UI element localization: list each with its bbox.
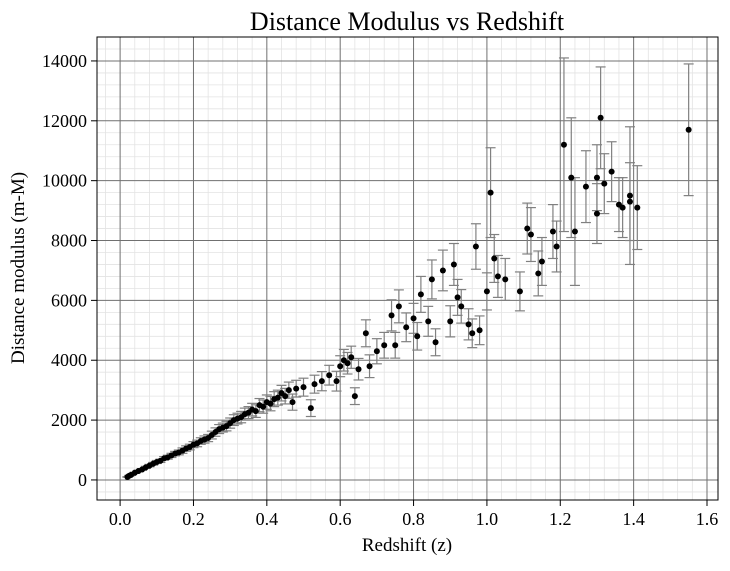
x-tick-label: 0.8 xyxy=(402,509,425,529)
y-tick-label: 14000 xyxy=(42,51,87,71)
point xyxy=(318,378,325,385)
point xyxy=(395,303,402,310)
point xyxy=(307,405,314,412)
point xyxy=(582,183,589,190)
point xyxy=(538,258,545,265)
point xyxy=(392,342,399,349)
x-tick-label: 0.2 xyxy=(182,509,205,529)
point xyxy=(285,387,292,394)
point xyxy=(351,393,358,400)
y-tick-label: 0 xyxy=(78,470,87,490)
point xyxy=(476,327,483,334)
point xyxy=(553,243,560,250)
point xyxy=(516,288,523,295)
plot-frame xyxy=(96,36,719,501)
point xyxy=(260,403,267,410)
chart-title: Distance Modulus vs Redshift xyxy=(250,7,565,36)
point xyxy=(571,228,578,235)
point xyxy=(465,321,472,328)
point xyxy=(373,348,380,355)
point xyxy=(450,261,457,268)
point xyxy=(403,324,410,331)
point xyxy=(337,363,344,370)
point xyxy=(685,126,692,133)
point xyxy=(458,303,465,310)
point xyxy=(494,273,501,280)
x-tick-label: 1.0 xyxy=(476,509,499,529)
y-tick-label: 6000 xyxy=(51,290,87,310)
point xyxy=(454,294,461,301)
point xyxy=(311,381,318,388)
y-tick-label: 12000 xyxy=(42,111,87,131)
point xyxy=(362,330,369,337)
point xyxy=(428,276,435,283)
point xyxy=(491,255,498,262)
point xyxy=(282,393,289,400)
point xyxy=(549,228,556,235)
point xyxy=(410,315,417,322)
point xyxy=(414,333,421,340)
point xyxy=(502,276,509,283)
point xyxy=(626,198,633,205)
point xyxy=(535,270,542,277)
point xyxy=(425,318,432,325)
x-tick-label: 1.6 xyxy=(696,509,719,529)
point xyxy=(593,174,600,181)
point xyxy=(252,408,259,415)
point xyxy=(267,400,274,407)
y-tick-label: 8000 xyxy=(51,231,87,251)
point xyxy=(472,243,479,250)
point xyxy=(366,363,373,370)
point xyxy=(619,204,626,211)
x-tick-label: 0.6 xyxy=(329,509,352,529)
point xyxy=(560,141,567,148)
x-tick-label: 1.4 xyxy=(622,509,645,529)
y-tick-label: 2000 xyxy=(51,410,87,430)
point xyxy=(597,114,604,121)
point xyxy=(593,210,600,217)
point xyxy=(344,360,351,367)
point xyxy=(388,312,395,319)
point xyxy=(439,267,446,274)
x-axis-label: Redshift (z) xyxy=(362,535,452,556)
point xyxy=(355,366,362,373)
point xyxy=(601,180,608,187)
point xyxy=(417,291,424,298)
point xyxy=(293,385,300,392)
point xyxy=(524,225,531,232)
x-tick-label: 1.2 xyxy=(549,509,572,529)
point xyxy=(348,354,355,361)
point xyxy=(289,399,296,406)
point xyxy=(333,378,340,385)
y-tick-label: 10000 xyxy=(42,171,87,191)
point xyxy=(447,318,454,325)
point xyxy=(626,192,633,199)
y-axis-label: Distance modulus (m-M) xyxy=(8,172,29,364)
point xyxy=(381,342,388,349)
point xyxy=(469,330,476,337)
x-tick-label: 0.4 xyxy=(256,509,279,529)
point xyxy=(634,204,641,211)
point xyxy=(274,394,281,401)
x-tick-label: 0.0 xyxy=(109,509,132,529)
point xyxy=(483,288,490,295)
y-tick-label: 4000 xyxy=(51,350,87,370)
point xyxy=(300,384,307,391)
point xyxy=(487,189,494,196)
point xyxy=(432,339,439,346)
point xyxy=(326,372,333,379)
point xyxy=(608,168,615,175)
point xyxy=(527,231,534,238)
point xyxy=(568,174,575,181)
